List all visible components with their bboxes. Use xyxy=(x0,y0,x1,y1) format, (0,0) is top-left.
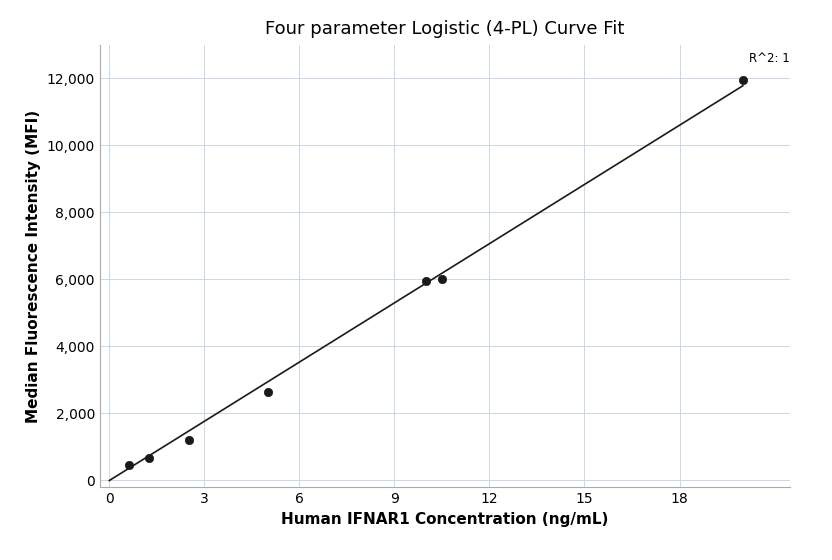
Point xyxy=(419,276,433,285)
Point xyxy=(435,275,448,284)
X-axis label: Human IFNAR1 Concentration (ng/mL): Human IFNAR1 Concentration (ng/mL) xyxy=(281,512,609,526)
Point xyxy=(182,436,196,445)
Point xyxy=(142,453,156,462)
Point xyxy=(736,76,750,85)
Text: R^2: 1: R^2: 1 xyxy=(750,52,790,65)
Y-axis label: Median Fluorescence Intensity (MFI): Median Fluorescence Intensity (MFI) xyxy=(26,109,41,423)
Title: Four parameter Logistic (4-PL) Curve Fit: Four parameter Logistic (4-PL) Curve Fit xyxy=(265,20,625,38)
Point xyxy=(122,461,136,470)
Point xyxy=(261,388,275,396)
